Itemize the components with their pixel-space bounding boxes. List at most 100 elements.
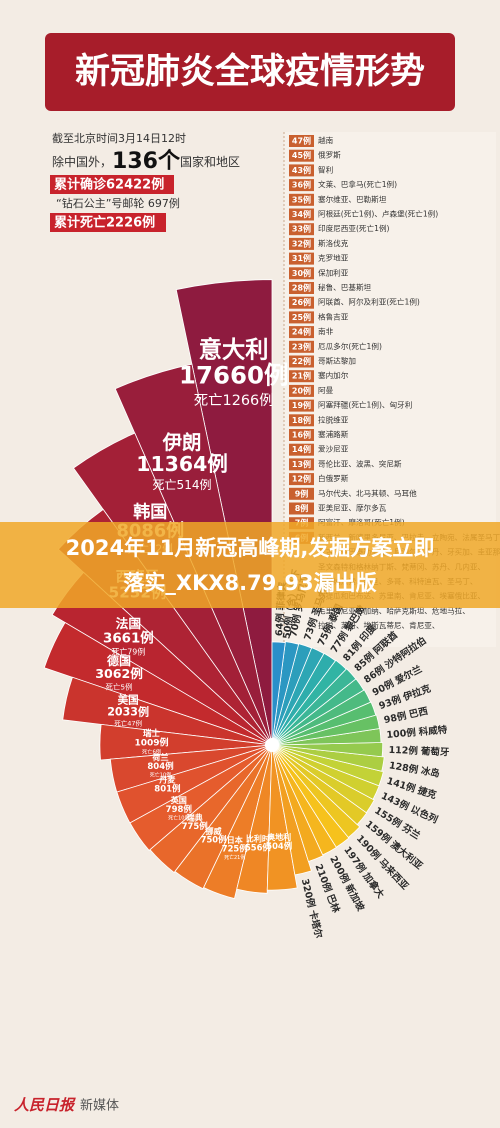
count: 136个	[112, 149, 181, 174]
rose-wedge	[271, 744, 384, 787]
count-badge	[289, 208, 314, 221]
count-badge	[289, 326, 314, 339]
count-badge	[289, 502, 314, 515]
count-badge	[289, 429, 314, 441]
rank-names: 阿联酋、阿尔及利亚(死亡1例)	[318, 297, 420, 307]
country-name: 伊朗	[162, 431, 202, 454]
banner-line: 2024年11月新冠高峰期,发掘方案立即	[66, 536, 435, 560]
value-label: 98例	[383, 709, 408, 726]
footer-logo: 人民日报	[14, 1096, 76, 1114]
rank-names: 马尔代夫、北马其顿、马耳他	[318, 488, 417, 498]
death-note: 死亡10例	[168, 815, 189, 822]
summary-countries: 除中国外，136个国家和地区	[52, 149, 240, 174]
rose-wedge	[271, 689, 372, 746]
value-label: 64例	[273, 613, 286, 636]
rose-wedge	[174, 744, 273, 890]
count-badge	[289, 223, 314, 236]
prefix: 除中国外，	[52, 154, 112, 169]
footer-sub: 新媒体	[80, 1098, 119, 1114]
country-name: 法国	[116, 616, 142, 632]
country-name: 葡萄牙	[420, 745, 450, 758]
rose-wedge	[271, 744, 375, 814]
value-label: 775例	[182, 821, 208, 831]
rank-count: 45例	[292, 150, 311, 160]
banner-line: 落实_XKX8.79.93漏出版	[123, 571, 376, 595]
rank-names: 拉脱维亚	[318, 414, 349, 424]
title: 新冠肺炎全球疫情形势	[75, 51, 425, 92]
rank-names: 阿根廷(死亡1例)、卢森堡(死亡1例)	[318, 209, 438, 219]
value-label: 750例	[201, 835, 227, 845]
count-badge	[289, 487, 314, 500]
value-label: 11364例	[136, 452, 227, 476]
rank-count: 14例	[292, 444, 311, 454]
rank-count: 19例	[292, 400, 311, 410]
rank-count: 21例	[292, 371, 311, 381]
count-badge	[289, 296, 314, 309]
country-name: 瑞士	[143, 727, 161, 739]
rank-names: 哥斯达黎加	[318, 356, 356, 366]
rank-names: 斯洛伐克	[318, 238, 349, 248]
count-badge	[289, 282, 314, 294]
rank-names: 文莱、巴拿马(死亡1例)	[318, 179, 397, 189]
rank-names: 印度尼西亚(死亡1例)	[318, 223, 390, 233]
summary-cruise: “钻石公主”号邮轮 697例	[56, 196, 180, 210]
rose-wedge	[271, 744, 361, 839]
country-name: 科威特	[418, 723, 448, 737]
rose-wedge	[271, 659, 347, 746]
summary-confirmed: 累计确诊62422例	[54, 177, 164, 193]
count-badge	[289, 384, 314, 397]
rose-wedge	[271, 641, 286, 746]
country-name: 挪威	[206, 826, 222, 836]
value-label: 128例	[388, 759, 419, 776]
value-label: 3661例	[103, 629, 154, 646]
count-badge	[289, 135, 314, 147]
rose-wedge	[271, 701, 377, 746]
small-label: 100例 科威特	[386, 723, 448, 740]
rank-names: 拉脱、苏丹、埃斯瓦蒂尼、肯尼亚、	[318, 620, 440, 630]
value-label: 556例	[245, 842, 271, 852]
country-name: 英国	[170, 795, 187, 805]
death-note: 死亡47例	[114, 718, 142, 727]
rank-names: 塞浦路斯	[318, 429, 349, 439]
rank-count: 33例	[292, 224, 311, 234]
suffix: 国家和地区	[180, 154, 240, 169]
count-badge	[289, 267, 314, 280]
rank-names: 塞内加尔	[318, 370, 349, 380]
rank-names: 毛里塔尼亚、加纳、哈萨克斯坦、危地马拉、	[318, 605, 470, 615]
value-label: 70例	[287, 613, 303, 638]
rank-names: 保加利亚	[318, 267, 349, 277]
country-name: 德国	[107, 653, 131, 668]
banner	[0, 522, 500, 608]
rose-wedge	[99, 723, 273, 761]
rank-count: 26例	[292, 297, 311, 307]
rank-names: 秘鲁、巴基斯坦	[318, 282, 372, 292]
rank-names: 哥伦比亚、波黑、突尼斯	[318, 458, 402, 468]
confirmed-box	[50, 175, 174, 194]
rank-names: 格鲁吉亚	[318, 311, 349, 321]
value-label: 504例	[266, 841, 292, 851]
value-label: 804例	[147, 761, 174, 772]
small-label: 98例巴西	[383, 704, 430, 725]
rank-count: 20例	[292, 385, 311, 395]
summary-deaths: 累计死亡2226例	[54, 215, 155, 231]
rose-wedge	[271, 742, 384, 758]
rank-names: 南非	[318, 326, 334, 336]
rank-names: 阿曼	[318, 386, 334, 395]
rank-names: 亚美尼亚、摩尔多瓦	[318, 503, 387, 513]
death-note: 死亡5例	[106, 681, 133, 691]
country-name: 巴西	[408, 705, 429, 720]
rank-names: 克罗地亚	[318, 253, 349, 263]
rank-names: 厄瓜多尔(死亡1例)	[318, 341, 382, 351]
rose-wedge	[271, 643, 313, 746]
count-badge	[289, 252, 314, 265]
hub	[265, 738, 279, 752]
rank-names: 塞尔维亚、巴勒斯坦	[318, 194, 387, 204]
count-badge	[289, 355, 314, 368]
rank-count: 16例	[292, 430, 311, 440]
rank-count: 30例	[292, 268, 311, 278]
country-name: 意大利	[199, 337, 269, 364]
death-note: 死亡514例	[152, 478, 211, 492]
rose-wedge	[43, 621, 273, 746]
title-box	[45, 33, 455, 111]
